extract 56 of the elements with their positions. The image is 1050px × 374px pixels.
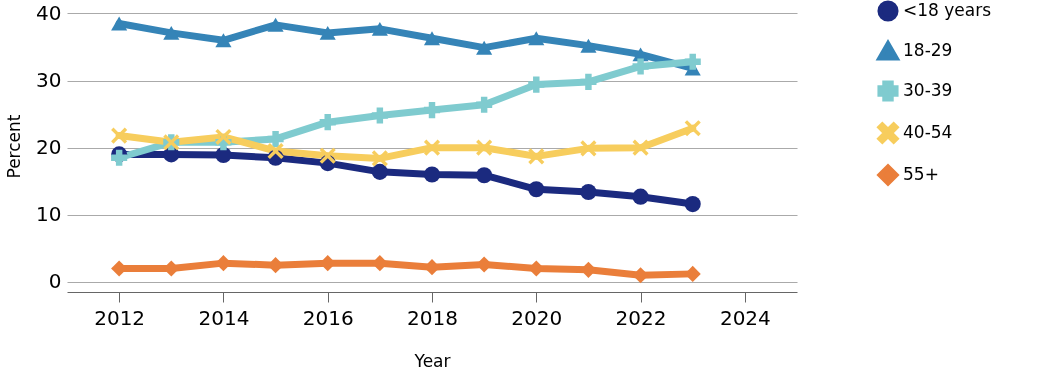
x-tick-label: 2022 bbox=[615, 305, 667, 330]
point bbox=[580, 38, 597, 53]
y-axis-title: Percent bbox=[4, 114, 25, 179]
point bbox=[215, 128, 232, 145]
point bbox=[580, 140, 597, 157]
point bbox=[684, 196, 701, 213]
point bbox=[267, 130, 284, 148]
point bbox=[267, 17, 284, 32]
point bbox=[423, 102, 441, 119]
x-tick-label: 2012 bbox=[94, 305, 146, 330]
point bbox=[580, 73, 597, 90]
point bbox=[111, 127, 128, 144]
point bbox=[163, 25, 180, 40]
point bbox=[319, 147, 336, 164]
x-tick-label: 2020 bbox=[511, 305, 563, 330]
y-tick-label: 10 bbox=[36, 202, 62, 227]
y-tick-label: 40 bbox=[36, 0, 62, 25]
point bbox=[423, 139, 441, 156]
x-tick-label: 2018 bbox=[407, 305, 458, 330]
x-tick-label: 2014 bbox=[198, 305, 250, 330]
legend-label: 18-29 bbox=[903, 40, 953, 60]
point bbox=[371, 21, 388, 36]
point bbox=[684, 53, 701, 70]
point bbox=[371, 163, 388, 180]
point bbox=[423, 31, 441, 46]
y-tick-label: 20 bbox=[36, 135, 62, 160]
point bbox=[632, 139, 649, 156]
legend-label: <18 years bbox=[903, 0, 992, 20]
point bbox=[215, 33, 232, 48]
point bbox=[632, 188, 649, 205]
point bbox=[319, 25, 336, 40]
point bbox=[632, 58, 649, 75]
x-tick-label: 2024 bbox=[719, 305, 771, 330]
point bbox=[684, 120, 701, 137]
point bbox=[371, 107, 388, 124]
point bbox=[319, 114, 336, 131]
legend-label: 30-39 bbox=[903, 80, 953, 100]
point bbox=[423, 166, 441, 183]
legend-label: 55+ bbox=[903, 164, 939, 184]
point bbox=[476, 167, 493, 184]
legend-label: 40-54 bbox=[903, 122, 953, 142]
y-tick-label: 0 bbox=[48, 269, 62, 294]
point bbox=[528, 148, 545, 165]
point bbox=[371, 150, 388, 167]
point bbox=[267, 142, 284, 160]
point bbox=[528, 31, 545, 46]
point bbox=[476, 40, 493, 55]
y-tick-label: 30 bbox=[36, 68, 62, 93]
point bbox=[528, 76, 545, 93]
point bbox=[528, 181, 545, 198]
point bbox=[580, 183, 597, 201]
point bbox=[476, 139, 493, 156]
x-axis-title: Year bbox=[413, 350, 451, 371]
x-tick-label: 2016 bbox=[302, 305, 354, 330]
point bbox=[111, 16, 128, 31]
point bbox=[476, 96, 493, 113]
